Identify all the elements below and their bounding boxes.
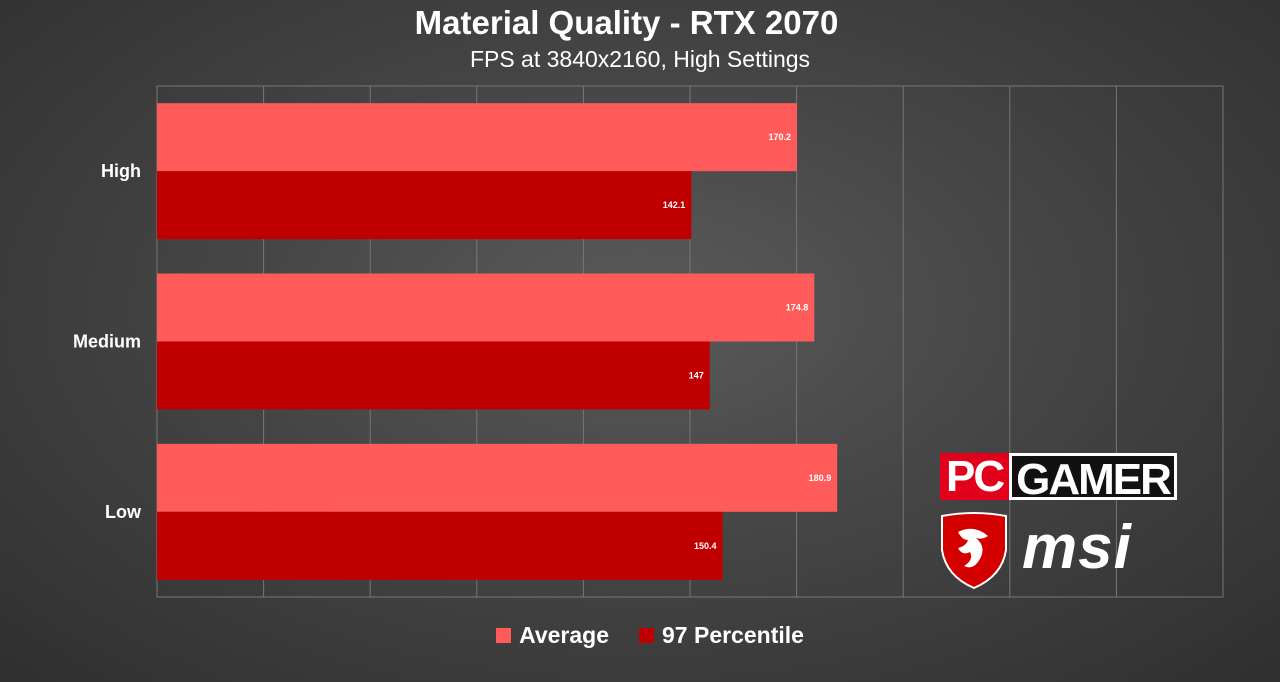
chart-subtitle: FPS at 3840x2160, High Settings (469, 46, 811, 72)
bar-average (157, 103, 797, 172)
legend-label-average: Average (519, 622, 609, 648)
legend-swatch-97-percentile (639, 628, 654, 643)
msi-logo-text: msi (1022, 513, 1132, 582)
bar-97-percentile (157, 511, 723, 580)
pc-gamer-logo: PC GAMER (940, 453, 1177, 503)
legend-swatch-average (496, 628, 512, 643)
data-label: 142.1 (663, 200, 686, 210)
chart-title: Material Quality - RTX 2070 (414, 4, 839, 41)
msi-dragon-shield-icon (941, 512, 1007, 590)
category-label: Medium (73, 332, 141, 352)
pc-gamer-logo-pc: PC (940, 453, 1010, 500)
data-label: 180.9 (809, 473, 832, 483)
data-label: 170.2 (768, 132, 791, 142)
bar-average (157, 273, 815, 342)
category-label: Low (105, 502, 142, 522)
data-label: 147 (689, 371, 704, 381)
bar-97-percentile (157, 341, 710, 410)
legend-item-average: Average (496, 622, 609, 649)
data-label: 150.4 (694, 541, 717, 551)
bar-average (157, 443, 838, 512)
legend-label-97-percentile: 97 Percentile (662, 622, 804, 648)
legend: Average 97 Percentile (0, 622, 1280, 649)
bar-97-percentile (157, 171, 692, 240)
pc-gamer-logo-gamer: GAMER (1009, 453, 1177, 503)
data-label: 174.8 (786, 303, 809, 313)
legend-item-97-percentile: 97 Percentile (639, 622, 804, 649)
category-label: High (101, 161, 141, 181)
